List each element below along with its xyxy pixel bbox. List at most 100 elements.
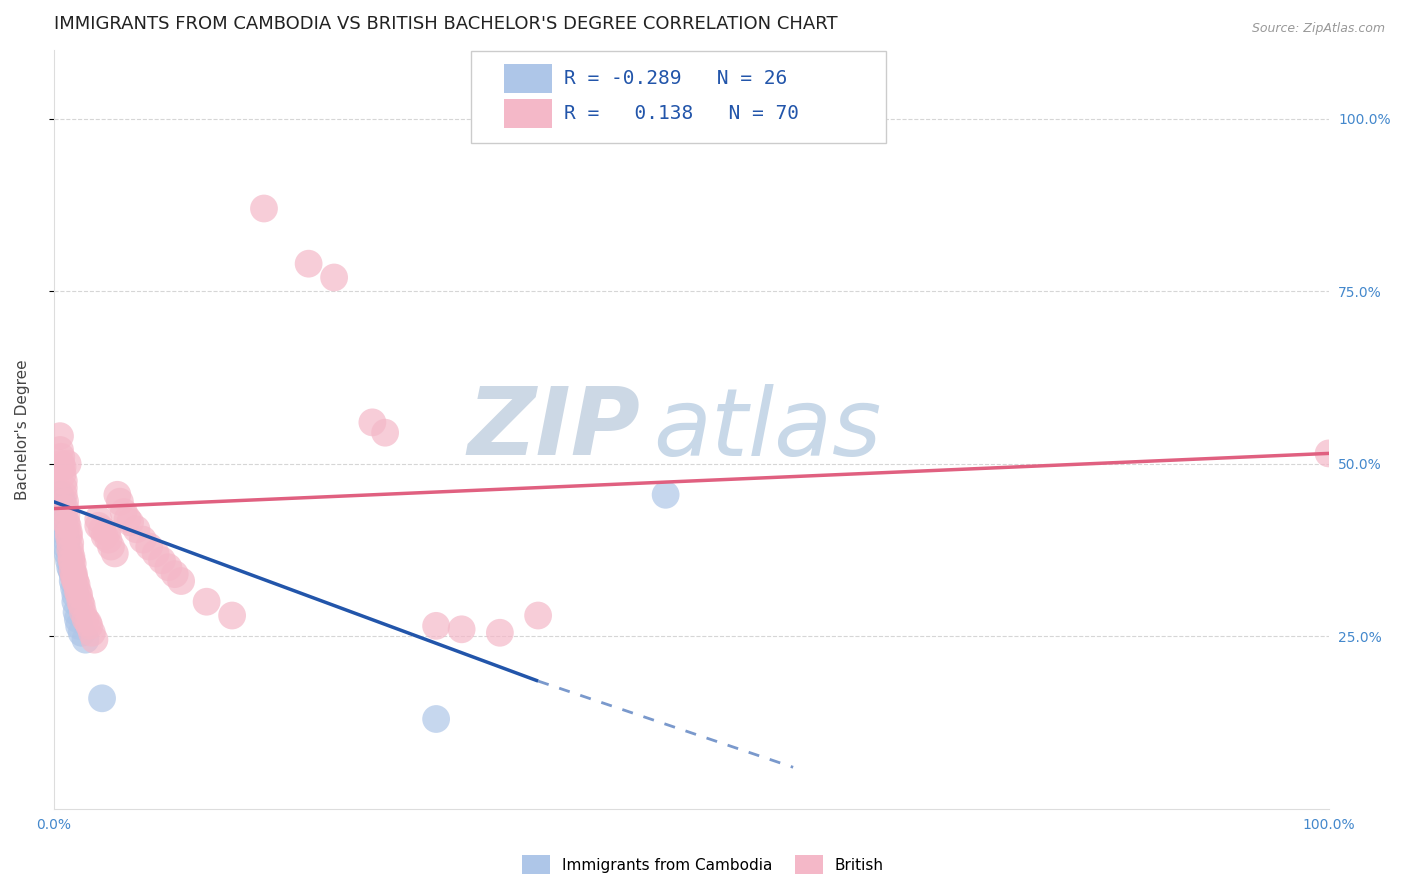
Point (65, 577, 87, 591)
Point (51, 460, 73, 475)
Point (70, 625, 93, 640)
Point (49, 442, 72, 457)
Point (96, 525, 118, 540)
Point (58, 525, 80, 540)
Point (62, 557, 84, 571)
Point (49, 488, 72, 502)
Point (77, 615, 100, 630)
Point (79, 619, 101, 633)
Point (425, 619, 447, 633)
Point (195, 595, 218, 609)
Point (97, 533, 120, 547)
Point (52, 516, 75, 530)
Point (52, 474, 75, 488)
Point (51, 501, 73, 516)
Point (62, 574, 84, 588)
Point (80, 625, 103, 640)
Point (51, 467, 73, 481)
Point (62, 567, 84, 582)
Point (59, 560, 82, 574)
Point (108, 494, 131, 508)
Point (91, 522, 114, 536)
Point (425, 712, 447, 726)
Point (163, 567, 186, 582)
Point (120, 516, 142, 530)
Point (55, 508, 77, 523)
Point (56, 519, 79, 533)
Text: R =   0.138   N = 70: R = 0.138 N = 70 (564, 104, 799, 123)
Point (87, 519, 110, 533)
FancyBboxPatch shape (471, 52, 886, 144)
Point (91, 691, 114, 706)
Point (60, 564, 83, 578)
Point (112, 505, 135, 519)
Point (489, 625, 512, 640)
Point (58, 529, 80, 543)
Point (63, 571, 86, 585)
Point (221, 608, 243, 623)
Point (654, 488, 676, 502)
Point (63, 581, 86, 595)
Point (75, 612, 97, 626)
Point (65, 595, 87, 609)
Point (138, 540, 160, 554)
Point (527, 608, 550, 623)
Point (60, 553, 83, 567)
Point (361, 415, 384, 429)
Point (51, 457, 73, 471)
Point (72, 605, 94, 619)
Point (53, 501, 76, 516)
Point (450, 623, 472, 637)
Point (51, 450, 73, 464)
Point (55, 533, 77, 547)
Point (60, 549, 83, 564)
Point (52, 488, 75, 502)
Point (56, 546, 79, 560)
Point (59, 543, 82, 558)
Point (93, 529, 115, 543)
FancyBboxPatch shape (503, 64, 553, 93)
Point (51, 508, 73, 523)
Point (66, 584, 89, 599)
Point (87, 512, 110, 526)
Point (53, 494, 76, 508)
Point (66, 612, 89, 626)
Point (62, 564, 84, 578)
Point (145, 546, 167, 560)
Point (65, 605, 87, 619)
Point (53, 525, 76, 540)
Point (58, 553, 80, 567)
Text: IMMIGRANTS FROM CAMBODIA VS BRITISH BACHELOR'S DEGREE CORRELATION CHART: IMMIGRANTS FROM CAMBODIA VS BRITISH BACH… (53, 15, 837, 33)
Point (52, 481, 75, 495)
Point (67, 588, 90, 602)
Point (56, 457, 79, 471)
Point (100, 540, 122, 554)
Point (104, 546, 127, 560)
Point (59, 536, 82, 550)
Point (298, 257, 321, 271)
Point (125, 522, 148, 536)
Point (83, 632, 105, 647)
FancyBboxPatch shape (503, 99, 553, 128)
Point (51, 494, 73, 508)
Point (63, 567, 86, 582)
Point (69, 595, 91, 609)
Point (170, 574, 193, 588)
Point (67, 619, 90, 633)
Text: ZIP: ZIP (467, 384, 640, 475)
Point (70, 598, 93, 612)
Text: atlas: atlas (652, 384, 882, 475)
Point (253, 202, 276, 216)
Legend: Immigrants from Cambodia, British: Immigrants from Cambodia, British (516, 849, 890, 880)
Point (157, 560, 180, 574)
Point (55, 540, 77, 554)
Point (105, 488, 128, 502)
Point (75, 632, 97, 647)
Point (132, 533, 155, 547)
Point (150, 553, 173, 567)
Text: Source: ZipAtlas.com: Source: ZipAtlas.com (1251, 22, 1385, 36)
Point (1317, 446, 1340, 460)
Point (51, 494, 73, 508)
Point (49, 429, 72, 443)
Point (65, 588, 87, 602)
